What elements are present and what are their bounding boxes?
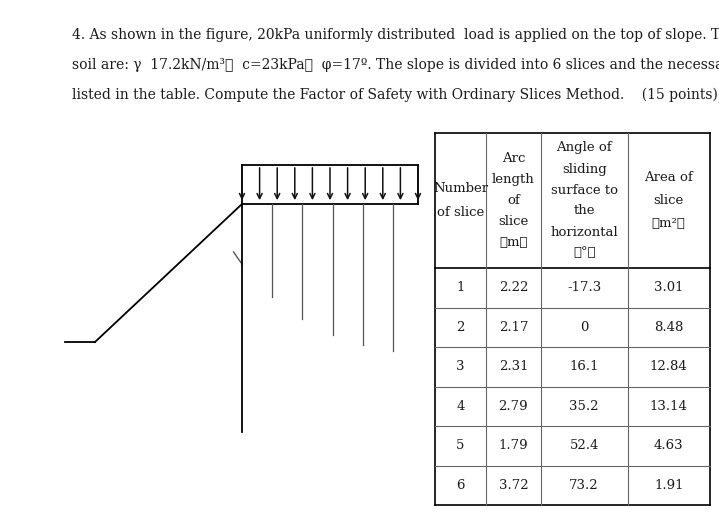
Text: 2.17: 2.17 — [498, 321, 528, 334]
Text: 2: 2 — [457, 321, 464, 334]
Text: Number
of slice: Number of slice — [433, 182, 488, 219]
Text: 2.79: 2.79 — [498, 400, 528, 413]
Text: Angle of
sliding
surface to
the
horizontal
（°）: Angle of sliding surface to the horizont… — [550, 141, 618, 259]
Text: 12.84: 12.84 — [650, 361, 687, 373]
Text: 1: 1 — [457, 281, 464, 294]
Text: 2.31: 2.31 — [498, 361, 528, 373]
Text: 13.14: 13.14 — [650, 400, 687, 413]
Text: Area of
slice
（m²）: Area of slice （m²） — [644, 171, 693, 230]
Text: 6: 6 — [456, 479, 464, 492]
Text: 0: 0 — [580, 321, 588, 334]
Text: -17.3: -17.3 — [567, 281, 601, 294]
Text: 3: 3 — [456, 361, 464, 373]
Text: 73.2: 73.2 — [569, 479, 599, 492]
Text: 5: 5 — [457, 439, 464, 452]
Text: 52.4: 52.4 — [569, 439, 599, 452]
Text: 3.01: 3.01 — [654, 281, 684, 294]
Text: 16.1: 16.1 — [569, 361, 599, 373]
Text: soil are: γ  17.2kN/m³，  c=23kPa，  φ=17º. The slope is divided into 6 slices and: soil are: γ 17.2kN/m³， c=23kPa， φ=17º. T… — [72, 58, 719, 72]
Text: 4: 4 — [457, 400, 464, 413]
Text: 1.79: 1.79 — [498, 439, 528, 452]
Text: 8.48: 8.48 — [654, 321, 684, 334]
Text: listed in the table. Compute the Factor of Safety with Ordinary Slices Method.  : listed in the table. Compute the Factor … — [72, 88, 718, 102]
Text: 4.63: 4.63 — [654, 439, 684, 452]
Text: 3.72: 3.72 — [498, 479, 528, 492]
Text: 35.2: 35.2 — [569, 400, 599, 413]
Text: Arc
length
of
slice
（m）: Arc length of slice （m） — [492, 152, 535, 249]
Text: 1.91: 1.91 — [654, 479, 684, 492]
Text: 4. As shown in the figure, 20kPa uniformly distributed  load is applied on the t: 4. As shown in the figure, 20kPa uniform… — [72, 28, 719, 42]
Text: 2.22: 2.22 — [499, 281, 528, 294]
